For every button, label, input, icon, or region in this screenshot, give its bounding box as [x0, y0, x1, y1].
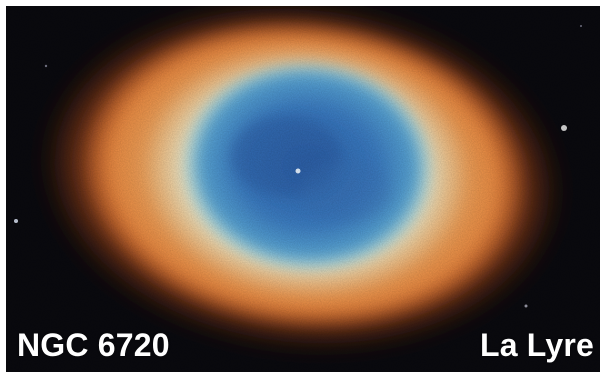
grain-overlay	[6, 6, 600, 372]
ring-nebula-image	[6, 6, 600, 372]
constellation-caption: La Lyre	[479, 327, 594, 363]
nebula-photo	[6, 6, 600, 372]
object-name-caption: NGC 6720	[17, 327, 170, 363]
